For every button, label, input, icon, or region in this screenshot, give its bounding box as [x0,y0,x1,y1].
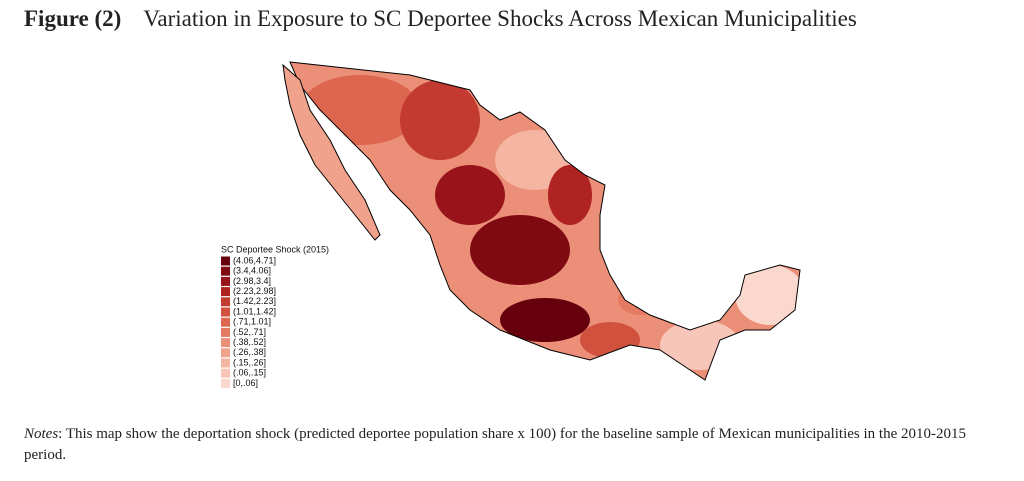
region [400,80,480,160]
legend-label: (.06,.15] [233,368,266,378]
figure-title-row: Figure (2) Variation in Exposure to SC De… [24,6,857,32]
map: SC Deportee Shock (2015) (4.06,4.71](3.4… [221,61,801,388]
legend-swatch [221,297,230,307]
legend-swatch [221,256,230,266]
legend-swatch [221,338,230,348]
legend-label: (1.42,2.23] [233,296,276,306]
notes: Notes: This map show the deportation sho… [24,424,1004,466]
legend-label: [0,.06] [233,378,258,388]
notes-text: : This map show the deportation shock (p… [24,426,966,463]
legend-label: (2.98,3.4] [233,276,271,286]
legend-label: (4.06,4.71] [233,255,276,265]
legend-label: (.71,1.01] [233,317,271,327]
mainland [290,62,800,380]
region [548,165,592,225]
legend-label: (2.23,2.98] [233,286,276,296]
legend-label: (.15,.26] [233,357,266,367]
baja-peninsula [282,63,381,241]
legend-label: (3.4,4.06] [233,266,271,276]
legend-label: (.26,.38] [233,347,266,357]
legend-label: (.52,.71] [233,327,266,337]
region [435,165,505,225]
legend-swatch [221,358,230,368]
legend-title: SC Deportee Shock (2015) [221,244,329,254]
region [470,215,570,285]
legend-swatch [221,307,230,317]
legend-swatch [221,287,230,297]
legend-swatch [221,327,230,337]
legend-label: (1.01,1.42] [233,306,276,316]
notes-label: Notes [24,426,59,442]
region [660,320,740,370]
legend: SC Deportee Shock (2015) (4.06,4.71](3.4… [221,244,329,388]
region [735,265,800,325]
region [500,298,590,342]
figure-title: Variation in Exposure to SC Deportee Sho… [143,6,857,31]
legend-swatch [221,266,230,276]
legend-swatch [221,378,230,388]
country-outline [289,61,801,381]
figure-label: Figure (2) [24,6,122,31]
legend-swatch [221,276,230,286]
legend-swatch [221,348,230,358]
legend-swatch [221,317,230,327]
legend-swatch [221,368,230,378]
legend-label: (.38,.52] [233,337,266,347]
